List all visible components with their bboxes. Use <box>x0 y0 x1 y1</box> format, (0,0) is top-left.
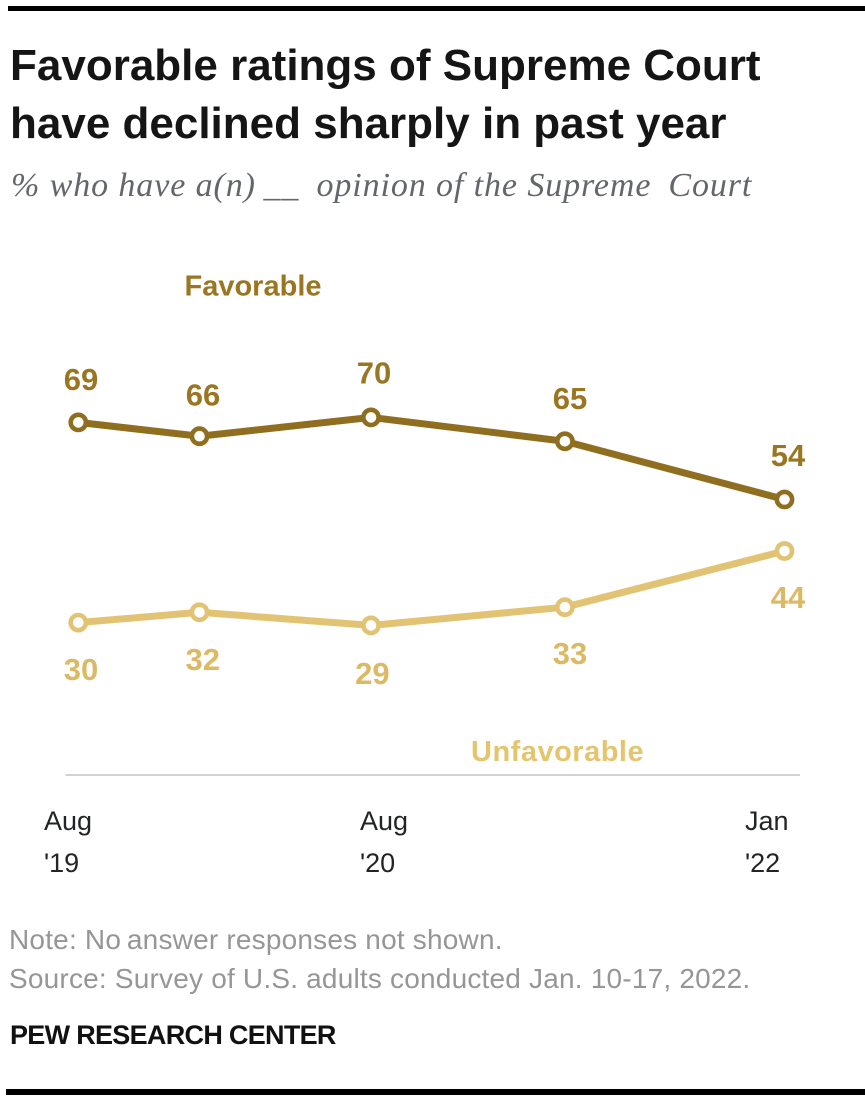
svg-text:44: 44 <box>771 580 806 615</box>
svg-text:Unfavorable: Unfavorable <box>471 736 644 768</box>
svg-text:66: 66 <box>186 378 220 413</box>
svg-text:70: 70 <box>357 356 391 391</box>
svg-text:33: 33 <box>553 636 587 671</box>
svg-text:30: 30 <box>64 652 98 687</box>
svg-text:32: 32 <box>185 642 219 677</box>
svg-text:69: 69 <box>64 362 98 397</box>
svg-text:54: 54 <box>771 438 806 473</box>
svg-text:29: 29 <box>355 656 389 691</box>
svg-text:Favorable: Favorable <box>185 271 322 303</box>
svg-text:65: 65 <box>553 381 587 416</box>
